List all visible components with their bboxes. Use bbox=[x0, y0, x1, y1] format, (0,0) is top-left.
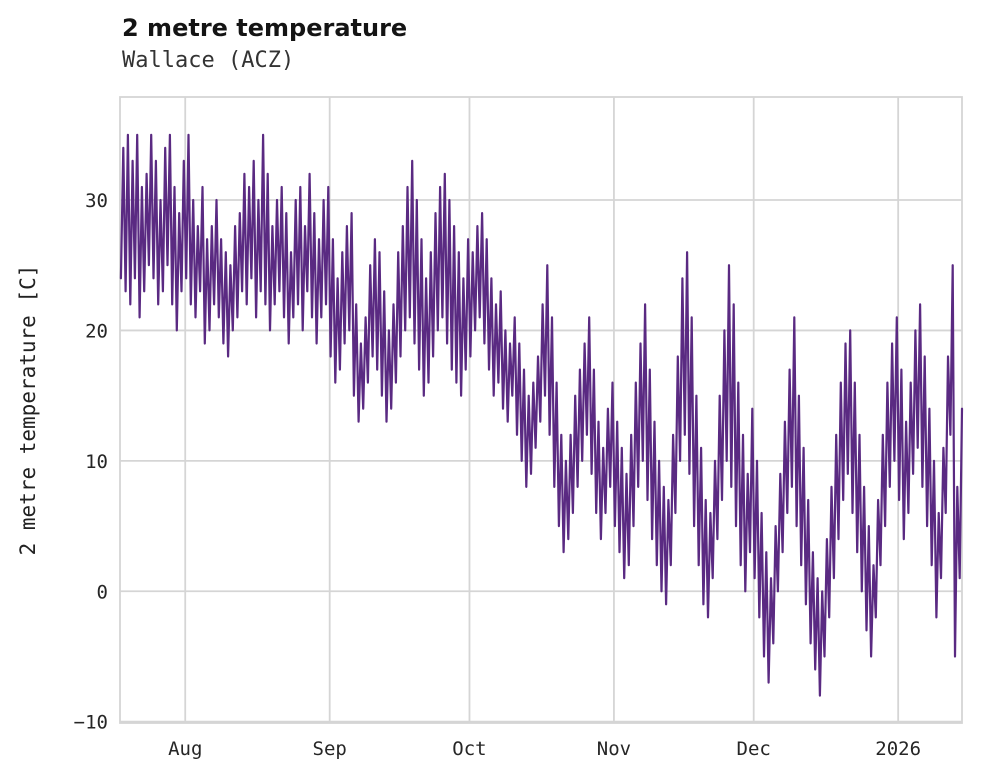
x-tick-label: Sep bbox=[313, 738, 347, 760]
y-tick-label: −10 bbox=[74, 712, 108, 734]
y-tick-label: 10 bbox=[85, 451, 108, 473]
y-tick-label: 30 bbox=[85, 190, 108, 212]
chart-subtitle: Wallace (ACZ) bbox=[122, 48, 295, 73]
y-tick-label: 0 bbox=[97, 581, 108, 603]
y-tick-label: 20 bbox=[85, 320, 108, 342]
x-tick-label: Dec bbox=[737, 738, 771, 760]
x-tick-label: Oct bbox=[452, 738, 486, 760]
x-tick-label: Aug bbox=[168, 738, 202, 760]
y-axis-label: 2 metre temperature [C] bbox=[16, 264, 40, 556]
x-tick-label: Nov bbox=[597, 738, 631, 760]
temperature-series-line bbox=[119, 133, 964, 697]
chart-title: 2 metre temperature bbox=[122, 14, 408, 42]
x-tick-label: 2026 bbox=[875, 738, 921, 760]
